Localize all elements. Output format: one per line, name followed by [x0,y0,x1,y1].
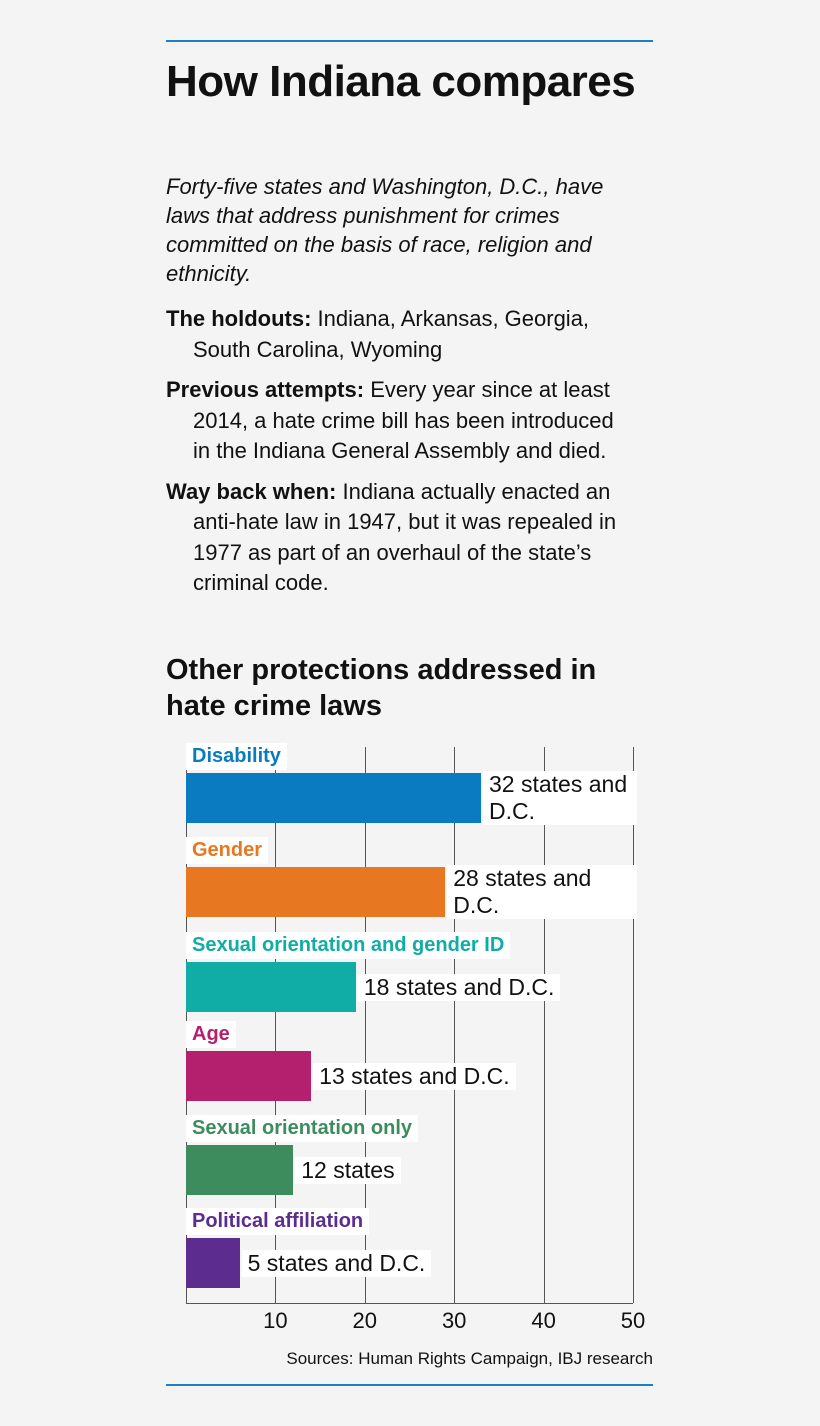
note: Previous attempts: Every year since at l… [166,375,636,467]
grid-line [364,747,366,1303]
note-text: Indiana actually enacted an anti-hate la… [193,478,617,596]
bottom-rule [166,1384,653,1386]
category-label: Age [186,1021,236,1048]
category-label: Sexual orientation only [186,1115,419,1142]
note-label: The holdouts: [166,306,312,331]
category-label: Political affiliation [186,1208,370,1235]
note-label: Previous attempts: [166,377,365,402]
note: Way back when: Indiana actually enacted … [166,477,636,599]
category-label: Sexual orientation and gender ID [186,932,511,959]
bar-annotation: 32 states and D.C. [483,771,637,825]
title: How Indiana compares [166,57,636,106]
bar-annotation: 5 states and D.C. [241,1249,432,1277]
category-label: Gender [186,837,269,864]
bar-annotation: 28 states and D.C. [447,865,637,919]
bar-annotation: 13 states and D.C. [313,1062,516,1090]
x-tick-label: 50 [620,1308,646,1333]
note-text: Every year since at least 2014, a hate c… [193,377,614,463]
x-tick-label: 10 [263,1308,288,1333]
source: Sources: Human Rights Campaign, IBJ rese… [286,1349,653,1368]
chart-title: Other protections addressed in hate crim… [166,654,597,722]
axis-line [186,1303,633,1304]
top-rule [166,40,653,42]
x-tick-label: 40 [531,1308,556,1333]
bar [186,1145,294,1195]
grid-line [454,747,456,1303]
category-label: Disability [186,743,287,770]
bar [186,773,482,823]
note: The holdouts: Indiana, Arkansas, Georgia… [166,304,636,365]
grid-line [275,747,277,1303]
grid-line [543,747,545,1303]
note-text: Indiana, Arkansas, Georgia, South Caroli… [193,306,590,362]
notes: The holdouts: Indiana, Arkansas, Georgia… [166,304,636,609]
bar-annotation: 18 states and D.C. [357,973,561,1001]
subtitle: Forty-five states and Washington, D.C., … [166,174,604,286]
x-tick-label: 20 [352,1308,378,1333]
bar-annotation: 12 states [295,1156,401,1184]
note-label: Way back when: [166,478,337,504]
bar [186,1238,240,1288]
bar [186,1051,312,1101]
grid-line [633,747,634,1303]
x-tick-label: 30 [441,1308,467,1333]
bar [186,867,446,917]
bar [186,962,356,1012]
